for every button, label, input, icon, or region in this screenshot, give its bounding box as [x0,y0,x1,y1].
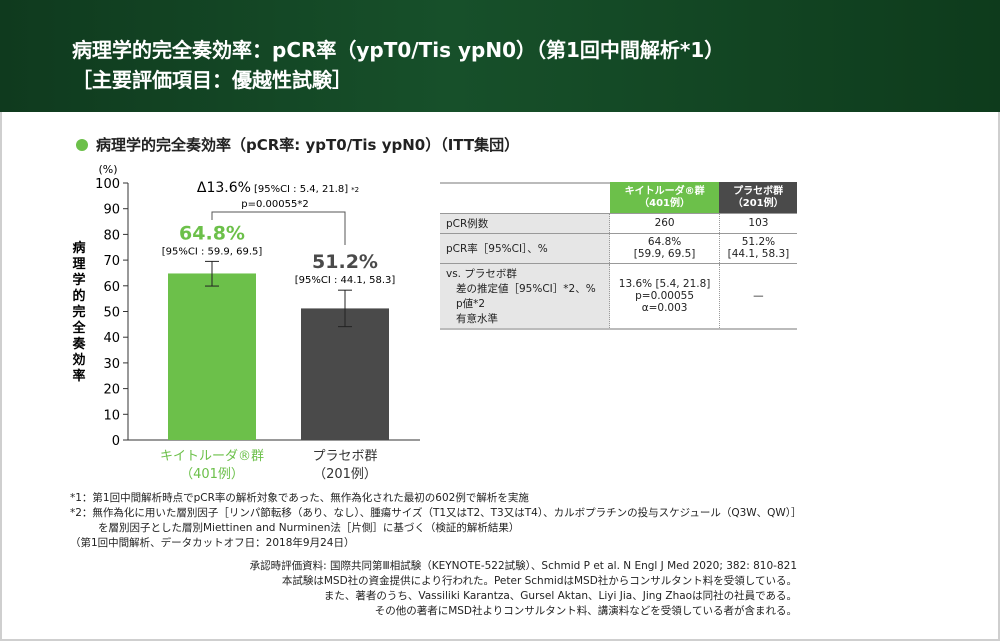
category-n-label: （201例） [313,467,377,482]
category-label: キイトルーダ®群 [160,449,264,464]
ci-label: [95%CI : 44.1, 58.3] [295,275,396,286]
y-tick-label: 100 [95,177,120,192]
cell-text: 103 [748,217,769,229]
source-line: 承認時評価資料: 国際共同第Ⅲ相試験（KEYNOTE-522試験）、Schmid… [249,560,797,572]
y-axis-label-char: 理 [72,257,85,272]
y-tick-label: 30 [103,357,120,372]
value-label: 51.2% [312,251,378,273]
page-subtitle: ［主要評価項目：優越性試験］ [72,68,352,92]
bar-chart: (%) 0 10 20 30 40 50 60 70 80 90 100 病理学的完全奏効率 64.8% [… [71,163,420,482]
cell-text: pCR率［95%CI］、% [446,242,548,255]
results-table: キイトルーダ®群 （401例） プラセボ群 （201例） pCR例数 260 103 pC… [440,182,797,330]
p-value-label: p=0.00055*2 [241,199,308,210]
bar [301,308,389,440]
header-placebo: プラセボ群 （201例） [719,182,797,214]
category-n-label: （401例） [180,467,244,482]
source-line: 本試験はMSD社の資金提供により行われた。Peter SchmidはMSD社から… [281,575,797,587]
footnote: *2：無作為化に用いた層別因子［リンパ節転移（あり、なし）、腫瘍サイズ（T1又は… [70,507,802,519]
cell-text: vs. プラセボ群 [446,267,517,280]
cell-text: 差の推定値［95%CI］*2、% [456,282,596,295]
cell-text: p値*2 [456,297,486,310]
cell-text: pCR例数 [446,217,489,230]
comparison-bracket [211,211,346,245]
footnote: *1：第1回中間解析時点でpCR率の解析対象であった、無作為化された最初の602… [70,492,529,504]
cell-text: α=0.003 [641,301,688,314]
footnote: （第1回中間解析、データカットオフ日：2018年9月24日） [70,537,355,549]
y-tick-label: 10 [103,408,120,423]
footnote: を層別因子とした層別Miettinen and Nurminen法［片側］に基づ… [98,522,520,534]
y-axis-label-char: 病 [72,240,85,256]
y-tick-label: 70 [103,254,120,269]
difference-part: Δ13.6% [197,180,251,196]
y-tick-label: 80 [103,228,120,243]
cell-text: — [753,289,764,302]
page-title: 病理学的完全奏効率：pCR率（ypT0/Tis ypN0）（第1回中間解析*1） [72,38,725,62]
source-line: その他の著者にMSD社よりコンサルタント料、講演料などを受領している者が含まれる… [374,605,797,617]
y-tick-label: 40 [103,331,120,346]
y-tick-label: 60 [103,280,120,295]
y-tick-label: 20 [103,383,120,398]
cell-text: p=0.00055 [635,289,695,302]
source-notes: 承認時評価資料: 国際共同第Ⅲ相試験（KEYNOTE-522試験）、Schmid… [250,559,797,619]
y-axis-label-char: 学 [72,272,85,288]
chart-heading-text: 病理学的完全奏効率（pCR率: ypT0/Tis ypN0）（ITT集団） [96,136,520,154]
y-tick-label: 50 [103,306,120,321]
cell-text: [44.1, 58.3] [727,248,790,260]
cell-text: 51.2% [741,236,776,248]
category-label: プラセボ群 [312,449,377,464]
y-axis-label-char: 的 [72,288,85,304]
cell-text: 有意水準 [456,312,498,325]
cell-text: 64.8% [647,236,682,248]
y-axis-label-char: 率 [72,368,85,384]
table-row: pCR率［95%CI］、% 64.8% [59.9, 69.5] 51.2% [44.1… [440,233,797,264]
cell-text: [59.9, 69.5] [633,248,696,260]
table-row: pCR例数 260 103 [440,213,797,234]
ci-label: [95%CI : 59.9, 69.5] [162,246,263,257]
value-label: 64.8% [179,222,245,244]
difference-part: *2 [351,186,359,194]
difference-label: Δ13.6% [95%CI : 5.4, 21.8] *2 [197,180,359,196]
y-tick-label: 90 [103,203,120,218]
y-axis-label-char: 全 [71,320,86,336]
source-line: また、著者のうち、Vassiliki Karantza、Gursel Aktan… [323,590,797,602]
header-banner: 病理学的完全奏効率：pCR率（ypT0/Tis ypN0）（第1回中間解析*1）… [0,0,1000,112]
y-axis-label-char: 効 [72,352,85,368]
cell-text: 13.6% [5.4, 21.8] [618,277,711,290]
bar [168,273,256,440]
footnotes: *1：第1回中間解析時点でpCR率の解析対象であった、無作為化された最初の602… [70,491,802,551]
cell-text: 260 [654,217,675,229]
chart-heading: 病理学的完全奏効率（pCR率: ypT0/Tis ypN0）（ITT集団） [76,134,519,155]
y-axis-label-char: 完 [72,304,85,320]
difference-part: [95%CI : 5.4, 21.8] [254,184,348,195]
table-row: vs. プラセボ群差の推定値［95%CI］*2、% p値*2 有意水準 13.6% [… [440,263,797,330]
header-keytruda: キイトルーダ®群 （401例） [609,182,720,214]
y-unit-label: (%) [98,163,117,176]
y-tick-label: 0 [112,434,120,449]
bullet-dot-icon [76,138,88,151]
y-axis-label-char: 奏 [71,336,86,352]
